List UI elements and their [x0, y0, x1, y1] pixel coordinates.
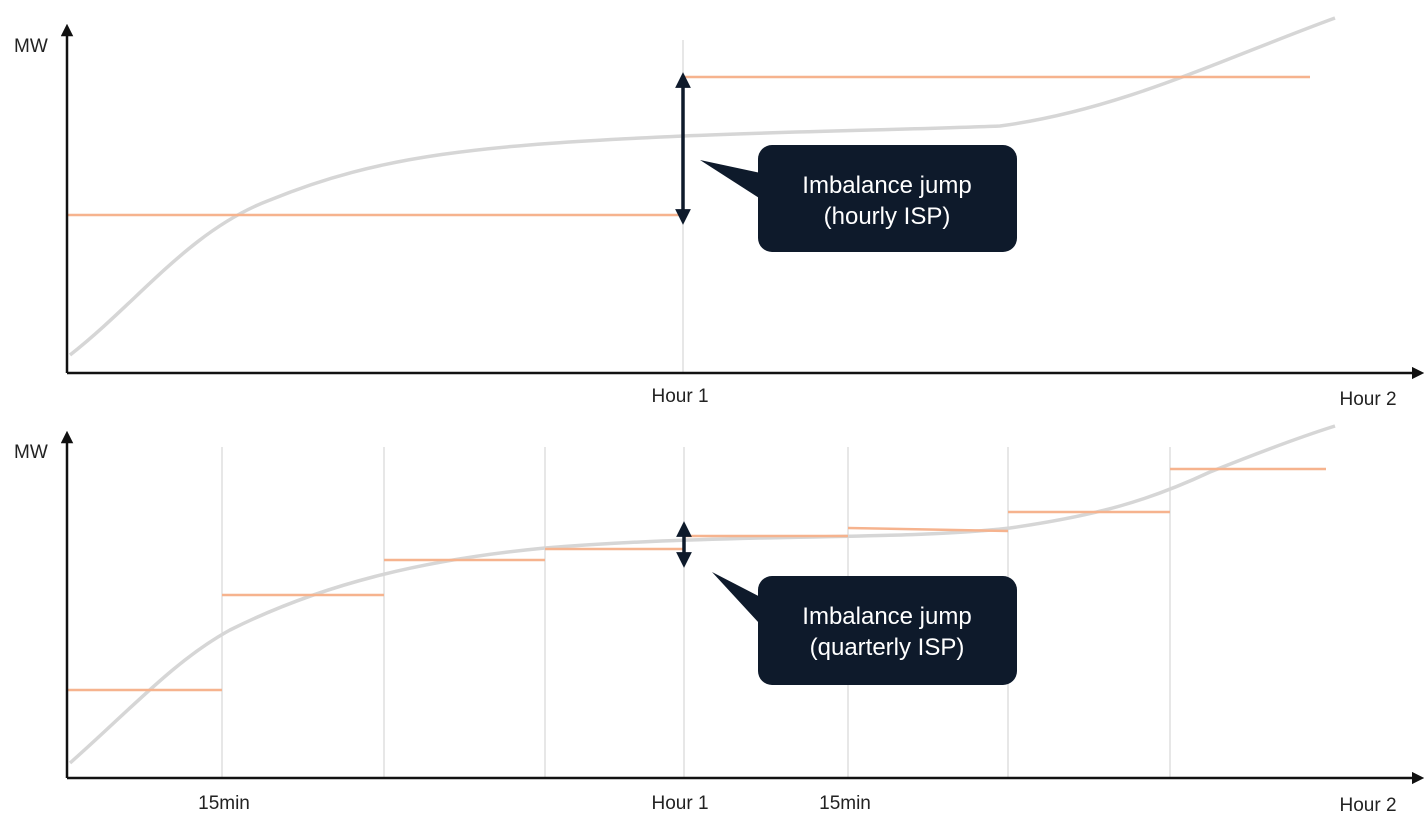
bottom-tick-15min-1: 15min [198, 793, 250, 814]
bottom-callout: Imbalance jump (quarterly ISP) [712, 572, 1017, 685]
top-demand-curve [68, 16, 1336, 357]
bottom-tick-15min-2: 15min [819, 793, 871, 814]
bottom-callout-pointer [712, 572, 770, 635]
bottom-callout-line1: Imbalance jump [802, 603, 971, 630]
bottom-steps [68, 467, 1326, 692]
bottom-panel: MW 15min Hour 1 15min Hour 2 Imbalance j… [14, 424, 1424, 816]
top-callout: Imbalance jump (hourly ISP) [700, 145, 1017, 252]
top-callout-line1: Imbalance jump [802, 172, 971, 199]
bottom-tick-hour1: Hour 1 [651, 793, 708, 814]
bottom-tick-hour2: Hour 2 [1339, 795, 1396, 816]
bottom-callout-box [758, 576, 1017, 685]
bottom-step-segment [847, 526, 1009, 533]
bottom-demand-curve [68, 424, 1336, 765]
top-callout-pointer [700, 160, 770, 205]
top-panel: MW Hour 1 Hour 2 Imbalance jump (hourly … [14, 16, 1424, 410]
bottom-y-axis-label: MW [14, 442, 48, 463]
bottom-callout-line2: (quarterly ISP) [810, 634, 965, 661]
top-y-axis-label: MW [14, 36, 48, 57]
top-callout-line2: (hourly ISP) [824, 203, 951, 230]
top-tick-hour1: Hour 1 [651, 386, 708, 407]
top-tick-hour2: Hour 2 [1339, 389, 1396, 410]
top-callout-box [758, 145, 1017, 252]
bottom-gridlines [221, 447, 1171, 778]
